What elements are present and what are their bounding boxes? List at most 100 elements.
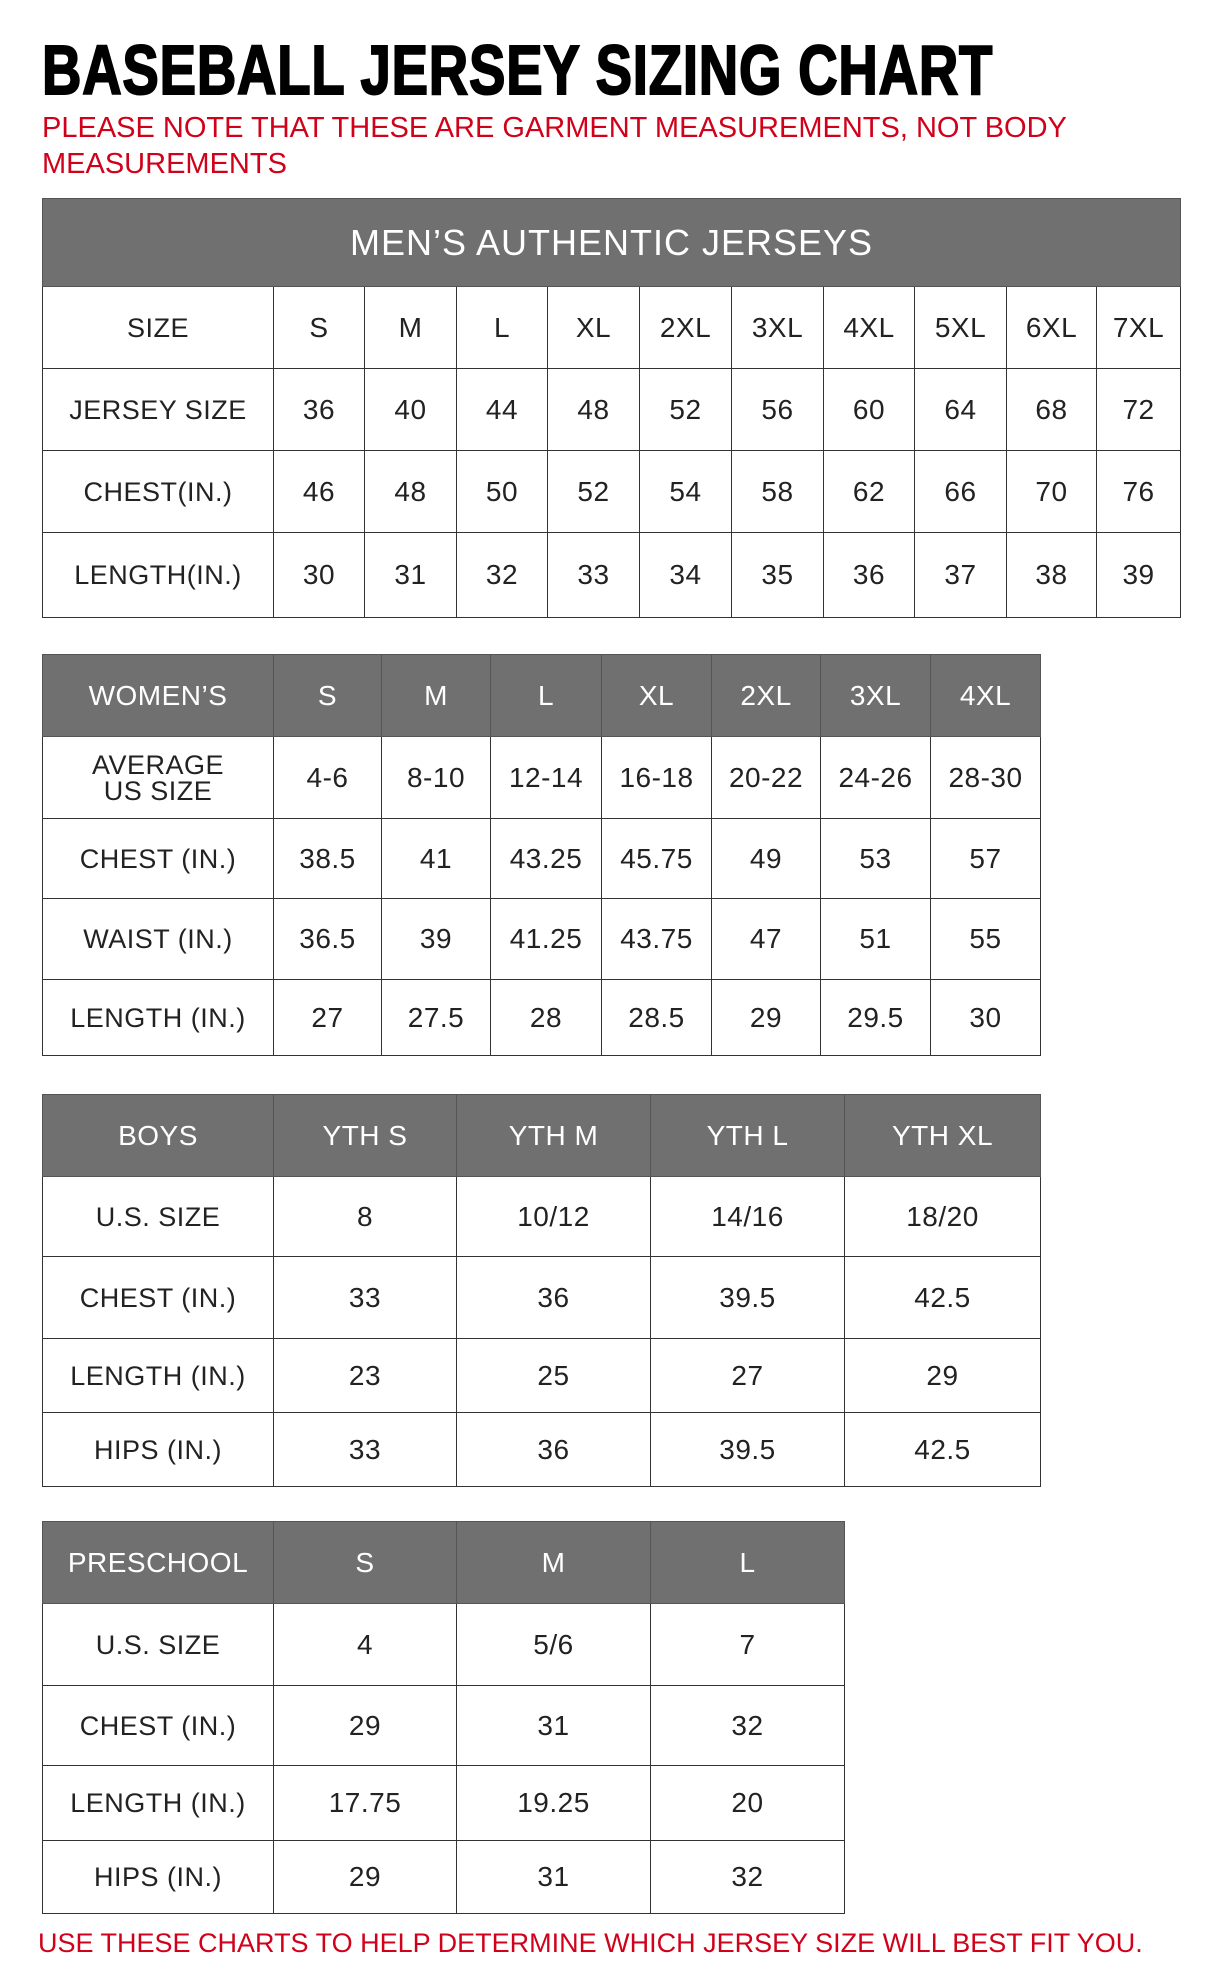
table-cell: 36 [456,1412,651,1487]
table-cell: 5/6 [456,1603,651,1686]
table-cell: 36.5 [273,898,382,980]
table-cell: 29 [273,1685,457,1766]
table-row: LENGTH(IN.) 30 31 32 33 34 35 36 37 38 39 [42,532,1182,618]
table-cell: 64 [914,368,1007,451]
column-header: 2XL [711,654,821,737]
table-cell: 47 [711,898,821,980]
garment-note: PLEASE NOTE THAT THESE ARE GARMENT MEASU… [42,112,1067,180]
column-header: M [456,1521,651,1604]
table-cell: 27.5 [381,979,491,1056]
table-cell: 44 [456,368,548,451]
table-cell: 18/20 [844,1176,1041,1257]
table-cell: 27 [273,979,382,1056]
table-cell: 20-22 [711,736,821,819]
column-header: 6XL [1006,286,1097,369]
table-cell: 68 [1006,368,1097,451]
column-header: M [364,286,457,369]
table-header-row: SIZE S M L XL 2XL 3XL 4XL 5XL 6XL 7XL [42,286,1182,369]
table-cell: 76 [1095,450,1182,533]
table-cell: 42.5 [844,1256,1041,1339]
table-cell: 27 [650,1338,845,1413]
table-cell: 41 [381,818,491,899]
table-cell: 23 [273,1338,457,1413]
table-cell: 25 [456,1338,651,1413]
column-header: S [273,654,382,737]
column-header: YTH M [456,1094,651,1177]
column-header: M [381,654,491,737]
row-label: CHEST (IN.) [42,818,274,899]
column-header: L [490,654,602,737]
table-row: CHEST (IN.) 33 36 39.5 42.5 [42,1256,1041,1339]
table-cell: 28.5 [601,979,712,1056]
mens-size-table: MEN’S AUTHENTIC JERSEYS SIZE S M L XL 2XL 3XL 4X… [41,198,1182,618]
table-cell: 51 [820,898,931,980]
column-header: YTH L [650,1094,845,1177]
table-cell: 41.25 [490,898,602,980]
row-label: LENGTH (IN.) [42,1765,274,1841]
table-cell: 17.75 [273,1765,457,1841]
table-cell: 57 [930,818,1041,899]
table-cell: 52 [639,368,732,451]
table-row: U.S. SIZE 8 10/12 14/16 18/20 [42,1176,1041,1257]
table-row: CHEST(IN.) 46 48 50 52 54 58 62 66 70 76 [42,450,1182,533]
table-cell: 36 [823,532,915,618]
table-cell: 46 [273,450,365,533]
table-row: CHEST (IN.) 38.5 41 43.25 45.75 49 53 57 [42,818,1041,899]
table-cell: 8 [273,1176,457,1257]
footer-note: USE THESE CHARTS TO HELP DETERMINE WHICH… [38,1928,1143,1958]
column-header: 3XL [731,286,824,369]
table-cell: 29 [273,1840,457,1914]
table-cell: 30 [930,979,1041,1056]
table-cell: 34 [639,532,732,618]
row-label: WAIST (IN.) [42,898,274,980]
table-cell: 39 [1095,532,1182,618]
table-header-row: PRESCHOOL S M L [42,1521,845,1604]
table-cell: 58 [731,450,824,533]
table-cell: 66 [914,450,1007,533]
column-header: 5XL [914,286,1007,369]
table-cell: 8-10 [381,736,491,819]
table-cell: 33 [547,532,640,618]
page-title: BASEBALL JERSEY SIZING CHART [41,30,994,110]
womens-size-table: WOMEN’S S M L XL 2XL 3XL 4XL AVERAGE US SIZE 4-6 8… [42,654,1041,1056]
row-label: HIPS (IN.) [42,1412,274,1487]
table-cell: 28-30 [930,736,1041,819]
table-cell: 33 [273,1256,457,1339]
column-header: L [456,286,548,369]
table-cell: 29 [711,979,821,1056]
table-cell: 38 [1006,532,1097,618]
table-cell: 54 [639,450,732,533]
row-label: LENGTH (IN.) [42,1338,274,1413]
table-row: U.S. SIZE 4 5/6 7 [42,1603,845,1686]
column-header: 7XL [1095,286,1182,369]
table-row: LENGTH (IN.) 23 25 27 29 [42,1338,1041,1413]
table-cell: 62 [823,450,915,533]
table-header-row: BOYS YTH S YTH M YTH L YTH XL [42,1094,1041,1177]
table-cell: 48 [547,368,640,451]
table-cell: 14/16 [650,1176,845,1257]
table-cell: 39.5 [650,1412,845,1487]
row-label: U.S. SIZE [42,1176,274,1257]
table-cell: 43.25 [490,818,602,899]
column-header: L [650,1521,845,1604]
table-row: LENGTH (IN.) 27 27.5 28 28.5 29 29.5 30 [42,979,1041,1056]
table-cell: 43.75 [601,898,712,980]
table-cell: 16-18 [601,736,712,819]
table-row: CHEST (IN.) 29 31 32 [42,1685,845,1766]
table-row: JERSEY SIZE 36 40 44 48 52 56 60 64 68 72 [42,368,1182,451]
table-row: HIPS (IN.) 29 31 32 [42,1840,845,1914]
row-label: HIPS (IN.) [42,1840,274,1914]
table-cell: 24-26 [820,736,931,819]
column-header: PRESCHOOL [42,1521,274,1604]
table-row: AVERAGE US SIZE 4-6 8-10 12-14 16-18 20-22 24-… [42,736,1041,819]
column-header: 4XL [930,654,1041,737]
table-cell: 36 [273,368,365,451]
column-header: 2XL [639,286,732,369]
table-cell: 53 [820,818,931,899]
row-label: AVERAGE US SIZE [42,736,274,819]
column-header: WOMEN’S [42,654,274,737]
table-cell: 55 [930,898,1041,980]
table-cell: 72 [1095,368,1182,451]
table-cell: 31 [456,1840,651,1914]
column-header: XL [547,286,640,369]
